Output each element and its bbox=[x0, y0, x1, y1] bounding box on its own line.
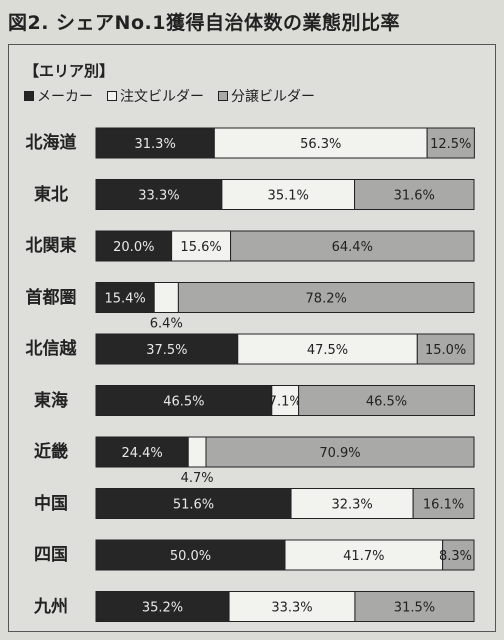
legend-swatch-custom-builder bbox=[107, 91, 117, 101]
data-label: 33.3% bbox=[271, 601, 312, 616]
data-label: 78.2% bbox=[306, 292, 347, 307]
bar-segment bbox=[228, 591, 356, 622]
bar-segment bbox=[153, 282, 179, 313]
legend-label-custom-builder: 注文ビルダー bbox=[120, 89, 204, 105]
data-label: 33.3% bbox=[138, 189, 179, 204]
bar-segment bbox=[354, 591, 475, 622]
bar-segment bbox=[95, 488, 292, 519]
legend: メーカー 注文ビルダー 分譲ビルダー bbox=[24, 86, 315, 106]
data-label: 47.5% bbox=[307, 343, 348, 358]
data-label: 15.0% bbox=[425, 343, 466, 358]
data-label: 31.6% bbox=[394, 189, 435, 204]
data-label: 46.5% bbox=[366, 395, 407, 410]
data-label: 6.4% bbox=[150, 317, 183, 332]
data-label: 32.3% bbox=[331, 498, 372, 513]
row-label: 四国 bbox=[34, 545, 68, 565]
bar-segment bbox=[426, 127, 475, 159]
legend-label-maker: メーカー bbox=[37, 89, 93, 105]
row-label: 東海 bbox=[34, 390, 68, 411]
bar-segment bbox=[95, 230, 173, 262]
bar-segment bbox=[412, 488, 475, 519]
legend-item-custom-builder: 注文ビルダー bbox=[107, 86, 204, 106]
data-label: 4.7% bbox=[181, 471, 214, 486]
chart-title: 図2. シェアNo.1獲得自治体数の業態別比率 bbox=[8, 12, 400, 34]
bar-segment bbox=[221, 179, 356, 210]
bar-segment bbox=[95, 179, 223, 210]
bar-segment bbox=[95, 333, 239, 365]
bar-segment bbox=[442, 539, 475, 571]
row-label: 北信越 bbox=[25, 339, 77, 359]
data-label: 50.0% bbox=[170, 549, 211, 564]
data-label: 8.3% bbox=[439, 549, 472, 564]
data-label: 16.1% bbox=[423, 498, 464, 513]
section-label: 【エリア別】 bbox=[24, 62, 115, 80]
bar-segment bbox=[177, 282, 475, 313]
row-label: 九州 bbox=[34, 596, 68, 617]
data-label: 24.4% bbox=[121, 446, 162, 461]
bar-segment bbox=[95, 539, 286, 571]
data-label: 31.5% bbox=[394, 601, 435, 616]
bar-segment bbox=[354, 179, 475, 210]
bar-segment bbox=[416, 333, 475, 365]
data-label: 7.1% bbox=[269, 395, 302, 410]
row-label: 中国 bbox=[34, 493, 68, 514]
data-label: 12.5% bbox=[430, 137, 471, 152]
row-label: 首都圏 bbox=[25, 287, 77, 308]
bar-segment bbox=[205, 436, 475, 468]
data-label: 35.2% bbox=[142, 601, 183, 616]
bar-segment bbox=[237, 333, 418, 365]
bar-segment bbox=[213, 127, 428, 159]
legend-swatch-maker bbox=[24, 91, 34, 101]
bar-segment bbox=[290, 488, 414, 519]
bar-segment bbox=[95, 436, 189, 468]
data-label: 51.6% bbox=[173, 498, 214, 513]
data-label: 15.4% bbox=[104, 292, 145, 307]
bar-segment bbox=[298, 385, 475, 416]
data-label: 70.9% bbox=[319, 446, 360, 461]
legend-label-spec-builder: 分譲ビルダー bbox=[231, 89, 315, 105]
bar-segment bbox=[95, 385, 273, 416]
row-label: 北関東 bbox=[25, 236, 77, 256]
data-label: 37.5% bbox=[146, 343, 187, 358]
legend-swatch-spec-builder bbox=[218, 91, 228, 101]
row-label: 東北 bbox=[34, 184, 68, 205]
bar-segment bbox=[187, 436, 207, 468]
data-label: 31.3% bbox=[135, 137, 176, 152]
data-label: 64.4% bbox=[332, 240, 373, 255]
data-label: 35.1% bbox=[268, 189, 309, 204]
data-label: 15.6% bbox=[180, 240, 221, 255]
row-label: 北海道 bbox=[25, 133, 77, 153]
data-label: 46.5% bbox=[163, 395, 204, 410]
legend-item-maker: メーカー bbox=[24, 86, 93, 106]
legend-item-spec-builder: 分譲ビルダー bbox=[218, 86, 315, 106]
row-label: 近畿 bbox=[34, 442, 68, 462]
data-label: 56.3% bbox=[300, 137, 341, 152]
bar-segment bbox=[230, 230, 475, 262]
bar-segment bbox=[284, 539, 444, 571]
data-label: 41.7% bbox=[343, 549, 384, 564]
data-label: 20.0% bbox=[113, 240, 154, 255]
